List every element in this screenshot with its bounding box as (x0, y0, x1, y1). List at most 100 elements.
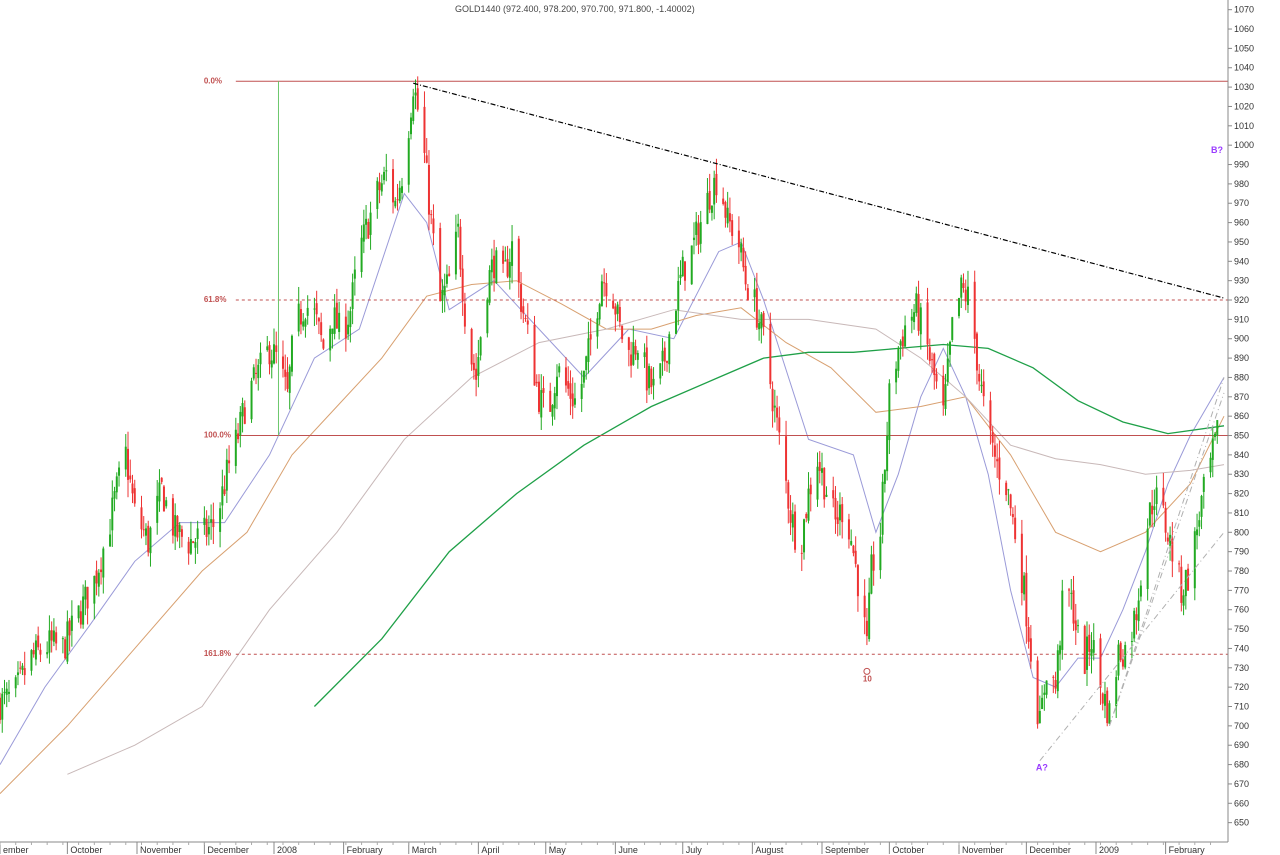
candle-body (850, 541, 853, 545)
candle-body (726, 207, 729, 224)
candle-body (643, 352, 646, 358)
candle-body (129, 475, 132, 480)
candle-body (34, 640, 37, 660)
candle-body (102, 548, 105, 578)
y-tick-label: 1070 (1234, 5, 1254, 15)
candle-body (1038, 710, 1041, 724)
candle-body (517, 238, 520, 283)
candle-body (872, 554, 875, 571)
candle-body (77, 605, 80, 619)
y-tick-label: 1030 (1234, 82, 1254, 92)
candle-body (133, 488, 136, 504)
candle-body (794, 511, 797, 550)
candle-body (385, 170, 388, 172)
candle-body (162, 486, 165, 512)
candle-body (715, 173, 718, 196)
candle-body (823, 467, 826, 500)
candle-body (313, 308, 316, 310)
candle-body (275, 345, 278, 352)
candle-body (951, 317, 954, 340)
x-tick-label: 2008 (277, 845, 297, 855)
candle-body (838, 504, 841, 521)
candle-body (194, 542, 197, 548)
candle-body (427, 165, 430, 215)
candle-body (1099, 638, 1102, 688)
y-tick-label: 680 (1234, 760, 1249, 770)
candle-body (791, 514, 794, 528)
candle-body (414, 92, 417, 96)
candle-body (746, 288, 749, 300)
candle-body (270, 360, 273, 368)
candle-body (1115, 677, 1118, 707)
candle-body (820, 468, 823, 473)
candle-body (524, 317, 527, 319)
y-tick-label: 820 (1234, 489, 1249, 499)
candle-body (661, 350, 664, 362)
x-tick-label: May (549, 845, 567, 855)
candle-body (508, 261, 511, 278)
y-tick-label: 880 (1234, 372, 1249, 382)
candle-body (502, 250, 505, 264)
y-tick-label: 910 (1234, 314, 1249, 324)
candle-body (176, 516, 179, 538)
candle-body (1041, 697, 1044, 710)
candle-body (398, 187, 401, 202)
candle-body (113, 491, 116, 499)
candle-body (50, 630, 53, 641)
candle-body (1054, 679, 1057, 689)
candle-body (785, 436, 788, 481)
candle-body (266, 346, 269, 350)
candle-body (598, 304, 601, 320)
annotation-label: B? (1211, 145, 1223, 155)
candle-body (933, 353, 936, 376)
candle-body (962, 283, 965, 289)
candle-body (996, 459, 999, 462)
y-tick-label: 970 (1234, 198, 1249, 208)
y-tick-label: 950 (1234, 237, 1249, 247)
candle-body (255, 372, 258, 374)
candle-body (1007, 489, 1010, 491)
candle-body (338, 312, 341, 333)
candle-body (322, 339, 325, 349)
candle-body (1196, 529, 1199, 536)
candle-body (70, 615, 73, 631)
candle-body (127, 448, 130, 480)
fib-label: 100.0% (204, 431, 231, 440)
x-tick-label: 2009 (1099, 845, 1119, 855)
candle-body (506, 258, 509, 277)
candle-body (634, 346, 637, 355)
x-tick-label: February (1169, 845, 1206, 855)
candle-body (659, 363, 662, 379)
candlesticks (0, 76, 1219, 733)
candle-body (753, 289, 756, 298)
candle-body (1137, 600, 1140, 622)
candle-body (365, 218, 368, 225)
candle-body (580, 383, 583, 399)
candle-body (1162, 487, 1165, 506)
candle-body (771, 388, 774, 412)
downtrend-line (413, 82, 1225, 299)
candle-body (369, 212, 372, 235)
ma20-line (0, 192, 1225, 765)
candle-body (52, 630, 55, 642)
candle-body (475, 368, 478, 380)
candle-body (1072, 590, 1075, 624)
candle-body (1106, 690, 1109, 724)
candle-body (558, 366, 561, 373)
candle-body (836, 517, 839, 525)
candle-body (1130, 640, 1133, 642)
support-trendline (1108, 377, 1225, 727)
fibonacci-levels: 0.0% 61.8% 100.0% 161.8% (204, 76, 1228, 658)
y-tick-label: 920 (1234, 295, 1249, 305)
candle-body (367, 221, 370, 239)
candle-body (666, 360, 669, 363)
candle-body (239, 411, 242, 436)
candle-body (571, 393, 574, 407)
candle-body (1124, 644, 1127, 668)
candle-body (886, 435, 889, 472)
y-tick-label: 850 (1234, 431, 1249, 441)
candle-body (1187, 568, 1190, 591)
candle-body (257, 364, 260, 379)
y-tick-label: 1000 (1234, 140, 1254, 150)
